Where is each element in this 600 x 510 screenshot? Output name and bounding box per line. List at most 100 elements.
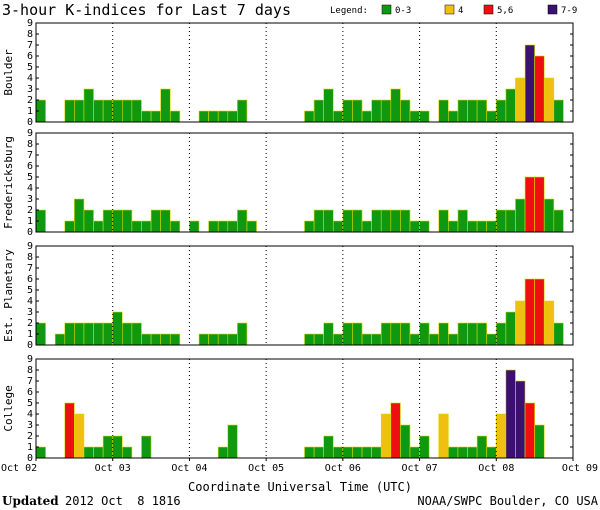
k-index-bar [467, 220, 478, 233]
k-index-bar [457, 322, 468, 346]
panel-label: College [2, 385, 15, 431]
k-index-bar [122, 209, 133, 233]
x-tick-label: Oct 07 [402, 463, 438, 474]
k-index-bar [83, 322, 94, 346]
y-tick-label: 6 [27, 161, 33, 172]
k-index-bar [361, 333, 372, 346]
k-index-bar [208, 220, 219, 233]
panel-frame [35, 132, 574, 233]
k-index-bar [93, 446, 104, 459]
k-index-bar [102, 322, 114, 346]
k-index-bar [237, 99, 248, 123]
k-index-bar [246, 220, 257, 233]
k-index-bar [515, 380, 526, 459]
k-index-bar [534, 55, 545, 123]
k-index-bar [304, 333, 315, 346]
k-index-bar [141, 435, 152, 459]
k-index-bar [237, 322, 248, 346]
y-tick-label: 5 [27, 398, 33, 409]
k-index-bar [486, 446, 497, 459]
k-index-bar [553, 209, 564, 233]
k-index-bar [543, 77, 555, 123]
panel-label: Fredericksburg [2, 136, 15, 229]
k-index-bar [400, 322, 411, 346]
x-tick-label: Oct 03 [95, 463, 131, 474]
k-index-bar [352, 322, 363, 346]
y-tick-label: 9 [27, 128, 33, 139]
k-index-bar [505, 88, 516, 123]
k-index-bar [122, 99, 133, 123]
k-index-bar [515, 300, 526, 346]
k-index-bar [304, 110, 315, 123]
k-index-bar [400, 209, 411, 233]
y-tick-label: 8 [27, 29, 33, 40]
y-tick-label: 2 [27, 318, 33, 329]
k-index-bar [208, 333, 219, 346]
k-index-bar [438, 99, 449, 123]
k-index-bar [476, 220, 487, 233]
legend-entry: 5,6 [497, 6, 513, 16]
x-tick-label: Oct 09 [562, 463, 598, 474]
k-index-bar [438, 209, 449, 233]
k-index-bar [476, 322, 487, 346]
y-tick-label: 1 [27, 216, 33, 227]
k-index-bar [448, 333, 459, 346]
k-index-bar [217, 333, 229, 346]
legend-swatch [483, 4, 494, 15]
k-index-bar [457, 209, 468, 233]
k-index-bar [553, 322, 564, 346]
k-index-bar [64, 99, 75, 123]
chart-title: 3-hour K-indices for Last 7 days [2, 1, 291, 19]
y-tick-label: 7 [27, 376, 33, 387]
k-index-bar [476, 99, 487, 123]
k-index-bar [419, 435, 430, 459]
k-index-bar [524, 176, 535, 233]
k-index-bar [371, 333, 382, 346]
k-index-bar [102, 99, 114, 123]
k-index-bar [169, 110, 181, 123]
k-index-bar [112, 435, 123, 459]
k-index-bar [93, 322, 104, 346]
k-index-bar [83, 446, 94, 459]
legend-entry: 4 [458, 6, 463, 16]
k-index-bar [150, 209, 161, 233]
x-axis-label: Coordinate Universal Time (UTC) [188, 480, 412, 494]
k-index-bar [534, 424, 545, 459]
k-index-bar [74, 198, 85, 233]
k-index-bar [553, 99, 564, 123]
panel-label: Est. Planetary [2, 249, 15, 342]
k-index-bar [112, 311, 123, 346]
legend-entry: 7-9 [561, 6, 577, 16]
k-index-bar [390, 209, 401, 233]
y-tick-label: 4 [27, 183, 33, 194]
k-index-bar [524, 402, 535, 459]
k-index-bar [486, 220, 497, 233]
y-tick-label: 8 [27, 365, 33, 376]
k-index-bar [323, 435, 334, 459]
k-index-bar [112, 99, 123, 123]
y-tick-label: 0 [27, 117, 33, 128]
legend-label: Legend: [330, 6, 368, 16]
k-index-bar [93, 220, 104, 233]
y-tick-label: 2 [27, 95, 33, 106]
k-index-bar [505, 369, 516, 459]
k-index-bar [380, 209, 392, 233]
k-index-bar [419, 322, 430, 346]
k-index-bar [131, 322, 142, 346]
k-index-bar [495, 209, 507, 233]
k-index-bar [486, 110, 497, 123]
k-index-bar [371, 446, 382, 459]
k-index-bar [141, 220, 152, 233]
y-tick-label: 7 [27, 150, 33, 161]
k-index-bar [380, 322, 392, 346]
k-index-bar [313, 333, 324, 346]
k-index-bar [141, 110, 152, 123]
k-index-bar [313, 209, 324, 233]
k-index-bar [390, 88, 401, 123]
k-index-bar [122, 446, 133, 459]
k-index-bar [64, 322, 75, 346]
k-index-bar [361, 446, 372, 459]
k-index-bar [54, 333, 66, 346]
